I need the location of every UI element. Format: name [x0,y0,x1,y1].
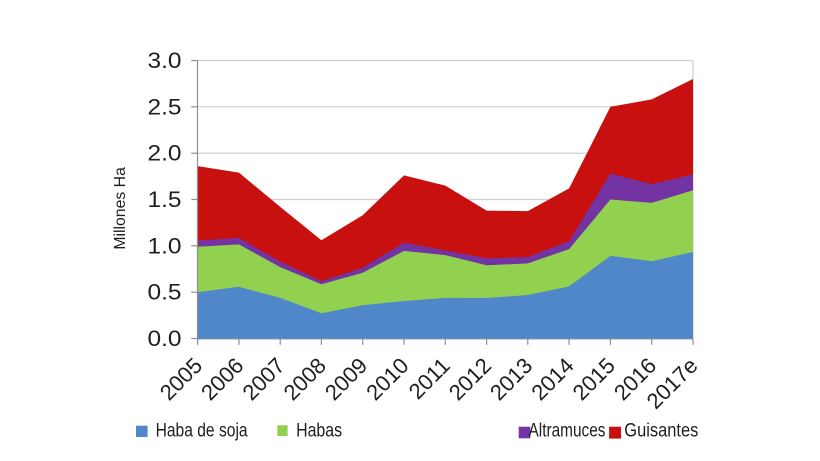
svg-text:Guisantes: Guisantes [624,421,698,442]
svg-text:2.5: 2.5 [148,94,182,119]
svg-text:2.0: 2.0 [148,141,182,166]
svg-text:Millones Ha: Millones Ha [112,167,129,250]
svg-text:1.5: 1.5 [148,187,182,212]
svg-text:Habas: Habas [296,421,342,442]
svg-text:3.0: 3.0 [148,48,182,73]
svg-text:0.0: 0.0 [148,326,182,351]
svg-text:0.5: 0.5 [148,280,182,305]
svg-text:Haba de soja: Haba de soja [156,421,248,442]
svg-text:Altramuces: Altramuces [529,421,606,442]
svg-text:1.0: 1.0 [148,233,182,258]
